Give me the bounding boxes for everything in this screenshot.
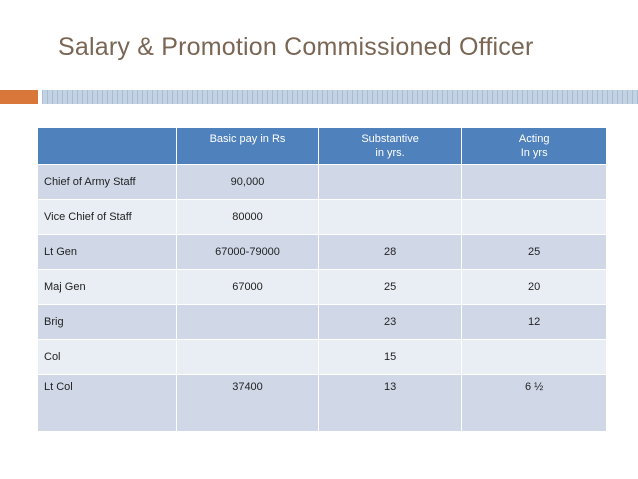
header-basic-pay-line1: Basic pay in Rs xyxy=(209,133,286,145)
header-substantive-line1: Substantive xyxy=(361,133,419,145)
cell-pay xyxy=(176,304,319,340)
cell-substantive: 25 xyxy=(317,269,463,305)
slide-title: Salary & Promotion Commissioned Officer xyxy=(58,33,534,61)
table-row: Chief of Army Staff 90,000 xyxy=(36,164,607,200)
cell-rank: Maj Gen xyxy=(36,269,178,305)
cell-rank: Lt Col xyxy=(36,374,178,432)
cell-rank: Lt Gen xyxy=(36,234,178,270)
cell-acting xyxy=(461,339,607,375)
cell-substantive: 23 xyxy=(317,304,463,340)
cell-pay: 80000 xyxy=(176,199,319,235)
header-acting: Acting In yrs xyxy=(461,127,607,165)
table-row: Brig 23 12 xyxy=(36,304,607,340)
header-acting-line1: Acting xyxy=(518,133,550,145)
cell-substantive: 15 xyxy=(317,339,463,375)
table-row: Lt Gen 67000-79000 28 25 xyxy=(36,234,607,270)
cell-substantive: 28 xyxy=(317,234,463,270)
accent-bar-blue xyxy=(42,90,638,104)
header-substantive: Substantive in yrs. xyxy=(317,127,463,165)
cell-pay: 67000-79000 xyxy=(176,234,319,270)
cell-pay xyxy=(176,339,319,375)
cell-pay: 90,000 xyxy=(176,164,319,200)
cell-pay: 67000 xyxy=(176,269,319,305)
cell-acting xyxy=(461,199,607,235)
cell-acting xyxy=(461,164,607,200)
cell-acting: 20 xyxy=(461,269,607,305)
table-row: Col 15 xyxy=(36,339,607,375)
cell-rank: Brig xyxy=(36,304,178,340)
cell-rank: Col xyxy=(36,339,178,375)
header-rank xyxy=(36,127,178,165)
table-row: Lt Col 37400 13 6 ½ xyxy=(36,374,607,432)
cell-substantive: 13 xyxy=(317,374,463,432)
header-substantive-line2: in yrs. xyxy=(375,147,405,159)
cell-pay: 37400 xyxy=(176,374,319,432)
table-row: Vice Chief of Staff 80000 xyxy=(36,199,607,235)
cell-rank: Chief of Army Staff xyxy=(36,164,178,200)
table-row: Maj Gen 67000 25 20 xyxy=(36,269,607,305)
header-acting-line2: In yrs xyxy=(520,147,548,159)
cell-substantive xyxy=(317,164,463,200)
cell-acting: 12 xyxy=(461,304,607,340)
table-header-row: Basic pay in Rs Substantive in yrs. Acti… xyxy=(36,127,607,165)
salary-table: Basic pay in Rs Substantive in yrs. Acti… xyxy=(36,127,607,432)
cell-acting: 25 xyxy=(461,234,607,270)
accent-bar-orange xyxy=(0,90,38,104)
header-basic-pay: Basic pay in Rs xyxy=(176,127,319,165)
cell-substantive xyxy=(317,199,463,235)
cell-acting: 6 ½ xyxy=(461,374,607,432)
cell-rank: Vice Chief of Staff xyxy=(36,199,178,235)
